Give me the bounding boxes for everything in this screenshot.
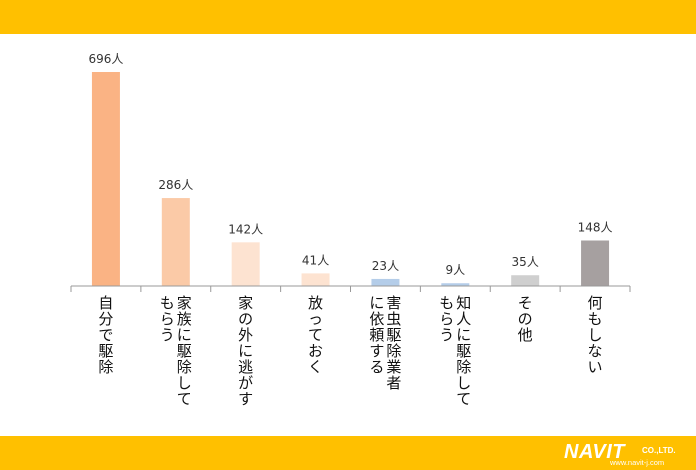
data-label-8: 148人 [578,220,613,234]
category-label-8-char: し [588,326,603,344]
category-label-6-char: ら [439,310,454,328]
category-label-2-char: に [177,326,192,344]
category-label-4-char: 放 [308,294,323,312]
logo-suffix: CO.,LTD. [642,446,676,455]
category-label-3-char: す [238,390,253,408]
bar-4 [301,273,330,286]
category-label-3-char: に [238,342,253,360]
category-label-6-char: 人 [456,310,471,328]
category-label-1-char: 自 [98,294,113,312]
data-label-7: 35人 [512,255,539,269]
data-label-3: 142人 [228,222,263,236]
category-label-2-char: て [177,390,192,408]
category-label-7-char: の [518,310,533,328]
category-label-5-char: 業 [386,358,401,376]
bottom-band [0,436,696,470]
category-label-6-char: に [456,326,471,344]
category-label-5-char: す [369,342,384,360]
category-label-2-char: も [160,294,175,312]
bar-7 [511,275,540,286]
category-label-5-char: る [369,358,384,376]
category-label-6-char: も [439,294,454,312]
category-label-6-char: 除 [456,358,471,376]
navit-logo: NAVIT CO.,LTD. www.navit-j.com [564,440,682,468]
bar-5 [371,278,400,286]
category-label-1-char: 分 [98,310,113,328]
category-label-8-char: 何 [588,294,603,312]
category-label-1-char: 除 [98,358,113,376]
category-label-3-char: 逃 [238,358,253,376]
category-label-8-char: な [588,342,603,360]
category-label-1-char: で [98,326,113,344]
data-label-1: 696人 [88,52,123,66]
data-label-2: 286人 [158,178,193,192]
top-band [0,0,696,34]
category-label-5-char: 駆 [386,326,401,344]
category-label-4-char: て [308,326,323,344]
category-label-5-char: 頼 [369,326,384,344]
bar-8 [581,240,610,286]
category-label-6-char: 駆 [456,342,471,360]
category-label-5-char: 依 [369,310,384,328]
category-label-1-char: 駆 [98,342,113,360]
category-label-8-char: い [588,358,603,376]
bar-2 [161,198,190,286]
category-label-2-char: 族 [177,310,192,328]
category-label-5-char: に [369,294,384,312]
category-label-2-char: 駆 [177,342,192,360]
data-label-6: 9人 [445,263,465,277]
category-label-4-char: お [308,342,323,360]
category-label-4-char: っ [308,310,323,328]
category-label-6-char: う [439,326,454,344]
bar-6 [441,283,470,286]
logo-url: www.navit-j.com [610,458,665,467]
data-label-5: 23人 [372,259,399,273]
category-label-2-char: ら [160,310,175,328]
category-label-5-char: 者 [386,374,401,392]
bar-3 [231,242,260,286]
category-label-5-char: 害 [386,294,401,312]
category-label-3-char: 家 [238,294,253,312]
category-label-5-char: 除 [386,342,401,360]
category-label-2-char: し [177,374,192,392]
data-label-4: 41人 [302,253,329,267]
category-label-3-char: 外 [238,326,253,344]
category-label-8-char: も [588,310,603,328]
category-label-3-char: の [238,310,253,328]
category-label-4-char: く [308,358,323,376]
category-label-7-char: そ [518,294,533,312]
category-label-5-char: 虫 [386,310,401,328]
category-label-7-char: 他 [518,326,533,344]
category-label-6-char: て [456,390,471,408]
category-label-2-char: 家 [177,294,192,312]
category-label-2-char: 除 [177,358,192,376]
logo-wordmark: NAVIT [564,441,626,463]
category-label-6-char: 知 [456,294,471,312]
category-label-3-char: が [238,374,253,392]
category-label-2-char: う [160,326,175,344]
bar-1 [91,72,120,286]
category-label-6-char: し [456,374,471,392]
